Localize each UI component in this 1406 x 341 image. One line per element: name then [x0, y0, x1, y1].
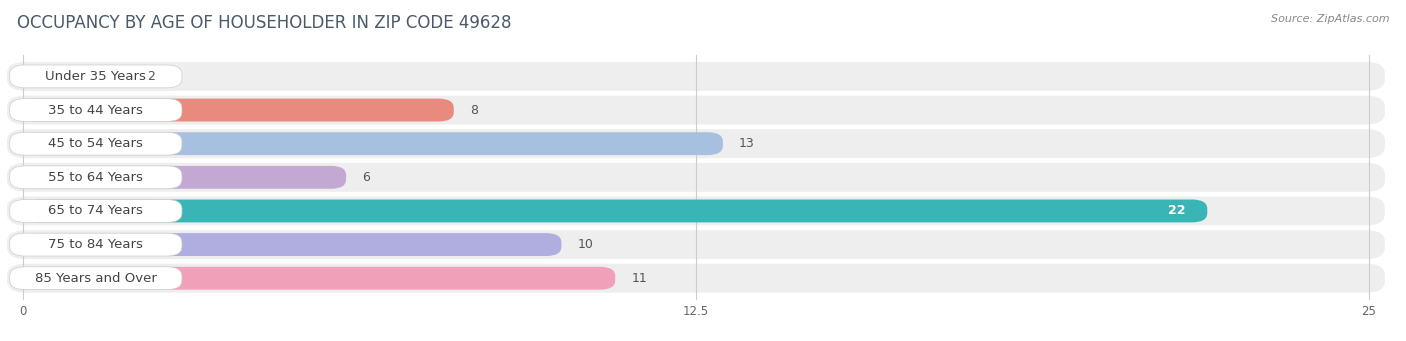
FancyBboxPatch shape [22, 166, 346, 189]
FancyBboxPatch shape [22, 267, 616, 290]
Text: 65 to 74 Years: 65 to 74 Years [48, 205, 143, 218]
FancyBboxPatch shape [22, 65, 131, 88]
Text: 22: 22 [1168, 205, 1185, 218]
Text: 13: 13 [740, 137, 755, 150]
Text: OCCUPANCY BY AGE OF HOUSEHOLDER IN ZIP CODE 49628: OCCUPANCY BY AGE OF HOUSEHOLDER IN ZIP C… [17, 14, 512, 32]
FancyBboxPatch shape [22, 132, 723, 155]
Text: 6: 6 [363, 171, 370, 184]
Text: 2: 2 [148, 70, 155, 83]
Text: Source: ZipAtlas.com: Source: ZipAtlas.com [1271, 14, 1389, 24]
FancyBboxPatch shape [7, 129, 1385, 158]
FancyBboxPatch shape [22, 99, 454, 121]
FancyBboxPatch shape [7, 62, 1385, 91]
FancyBboxPatch shape [7, 230, 1385, 259]
FancyBboxPatch shape [22, 199, 1208, 222]
FancyBboxPatch shape [10, 166, 181, 189]
Text: 85 Years and Over: 85 Years and Over [35, 272, 157, 285]
Text: 11: 11 [631, 272, 647, 285]
FancyBboxPatch shape [10, 65, 181, 88]
FancyBboxPatch shape [7, 196, 1385, 225]
Text: Under 35 Years: Under 35 Years [45, 70, 146, 83]
FancyBboxPatch shape [10, 199, 181, 222]
FancyBboxPatch shape [22, 233, 561, 256]
FancyBboxPatch shape [10, 132, 181, 155]
Text: 35 to 44 Years: 35 to 44 Years [48, 104, 143, 117]
FancyBboxPatch shape [7, 95, 1385, 124]
FancyBboxPatch shape [10, 267, 181, 290]
Text: 8: 8 [470, 104, 478, 117]
Text: 75 to 84 Years: 75 to 84 Years [48, 238, 143, 251]
FancyBboxPatch shape [7, 264, 1385, 293]
Text: 45 to 54 Years: 45 to 54 Years [48, 137, 143, 150]
FancyBboxPatch shape [10, 99, 181, 121]
FancyBboxPatch shape [10, 233, 181, 256]
FancyBboxPatch shape [7, 163, 1385, 192]
Text: 55 to 64 Years: 55 to 64 Years [48, 171, 143, 184]
Text: 10: 10 [578, 238, 593, 251]
